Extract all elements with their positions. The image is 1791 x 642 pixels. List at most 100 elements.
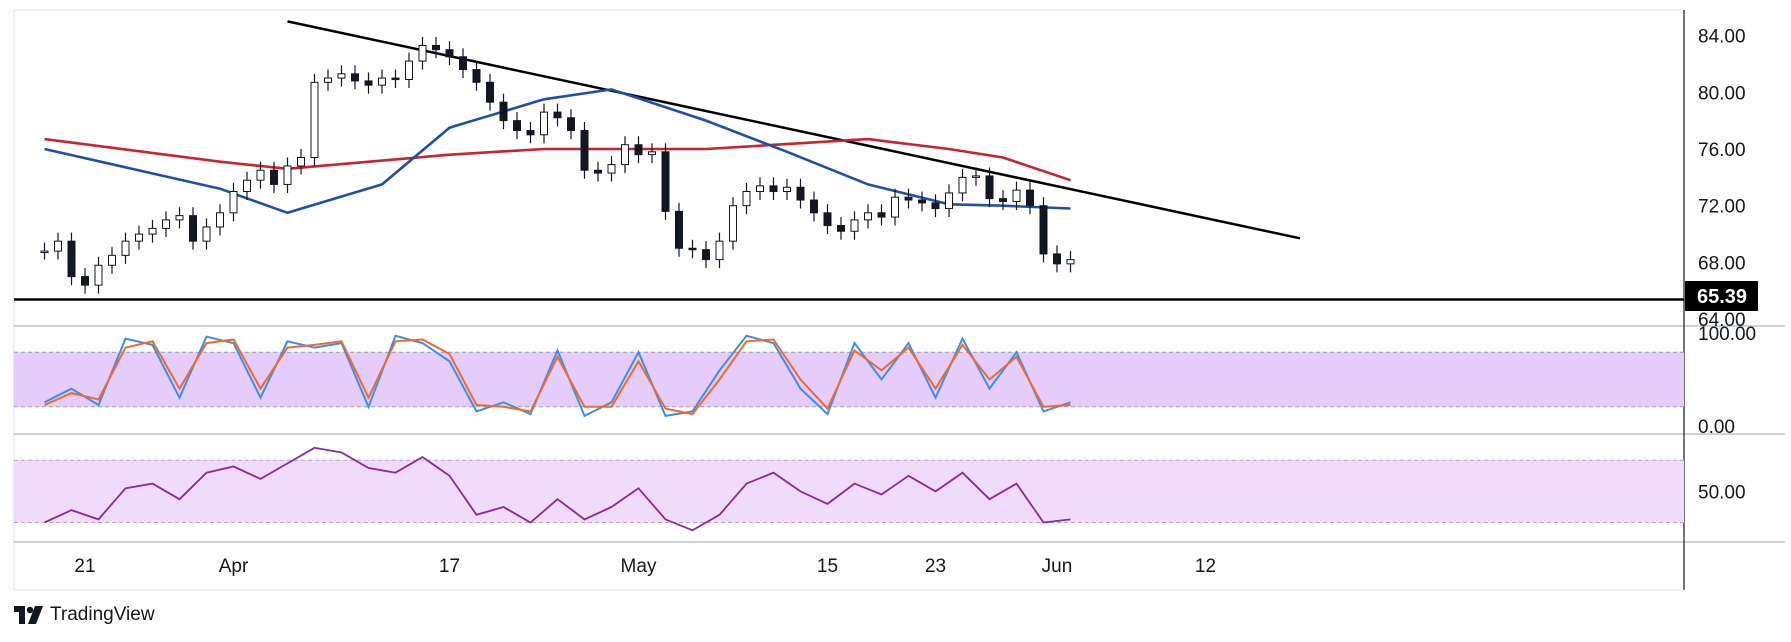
x-tick-label: Jun [1042,556,1073,577]
candle-body [351,73,359,82]
candle-body [594,169,602,174]
candle-body [486,81,494,103]
candle-body [189,215,197,242]
candle-body [148,227,157,235]
candle-body [715,240,724,261]
candle-body [1053,253,1061,265]
candle-body [391,77,400,81]
candle-body [40,250,49,254]
candle-body [162,219,170,229]
candle-body [445,49,454,58]
stochastic-layer [44,334,1071,418]
candle-body [918,199,926,204]
candle-body [364,80,373,86]
candle-body [661,151,670,212]
rsi-band [14,460,1684,523]
candle-body [297,156,305,167]
candle-body [634,144,643,156]
axis-layer: 21 Apr 17 May 15 23 Jun 12 84.00 80.00 76.00 72.00 6… [74,27,1756,577]
resistance-trendline [287,20,1301,240]
candle-body [567,117,575,132]
rsi-y-tick-label: 50.00 [1698,482,1746,503]
candle-body [256,169,265,181]
candle-body [688,247,697,251]
candle-body [1039,205,1048,255]
price-y-tick-label: 64.00 [1698,310,1746,331]
candle-body [270,169,278,185]
candle-body [540,111,548,136]
candle-body [472,69,481,83]
tradingview-brand[interactable]: TradingView [14,604,155,626]
candle-body [999,198,1007,202]
x-tick-label: 17 [439,556,460,577]
x-tick-label: 23 [925,556,946,577]
price-y-tick-label: 76.00 [1698,140,1746,161]
candle-body [405,60,413,80]
support-price-label: 65.39 [1697,286,1747,308]
candle-body [769,185,778,193]
brand-name: TradingView [50,604,155,625]
candle-body [175,215,184,221]
rsi-layer [44,446,1071,532]
candle-body [810,199,818,214]
candle-body [418,44,427,62]
support-price-tag: 65.39 [1685,281,1758,311]
candle-body [972,175,980,178]
candle-body [94,264,103,286]
price-y-tick-label: 68.00 [1698,253,1746,274]
stochastic-d-line [44,338,1071,416]
candle-body [108,254,116,266]
candle-body [459,56,467,71]
candle-body [1026,189,1034,207]
candle-body [499,101,508,122]
price-y-tick-label: 84.00 [1698,27,1746,48]
candle-body [783,186,791,193]
candle-body [756,185,764,193]
rsi-line [44,446,1071,532]
candle-body [850,219,859,232]
price-y-tick-label: 72.00 [1698,197,1746,218]
candle-body [823,212,832,227]
candle-body [229,191,238,214]
support-price-tag-bg [1685,281,1758,311]
candle-body [837,225,845,232]
candle-body [513,120,521,132]
candle-body [378,77,386,86]
price-y-tick-label: 80.00 [1698,83,1746,104]
stochastic-y-tick-label: 100.00 [1698,324,1756,345]
stochastic-y-tick-label: 0.00 [1698,417,1735,438]
candle-body [985,175,994,200]
candle-body [67,240,76,278]
candle-body [580,130,589,171]
candle-body [945,192,953,210]
candle-body [283,165,292,185]
sma-slow-line [44,137,1071,182]
candle-body [742,191,751,207]
candle-body [958,176,967,194]
candle-body [1012,189,1021,202]
candle-body [877,212,886,218]
candle-body [54,240,62,252]
x-tick-label: Apr [219,556,249,577]
tradingview-logo-icon [14,606,43,624]
candle-body [729,205,737,242]
x-tick-label: 15 [817,556,838,577]
candle-body [607,164,616,174]
candle-body [621,144,629,166]
x-tick-label: May [621,556,657,577]
candle-body [202,226,211,242]
candle-body [648,151,656,156]
candle-body [864,212,872,221]
candle-body [135,233,143,242]
candle-body [904,196,913,201]
candle-body [121,240,130,256]
candle-body [1066,259,1075,265]
candle-body [216,212,224,228]
candle-body [931,202,940,210]
candle-body [553,111,562,119]
candle-body [702,249,710,261]
x-tick-label: 12 [1195,556,1216,577]
candle-body [337,73,346,79]
